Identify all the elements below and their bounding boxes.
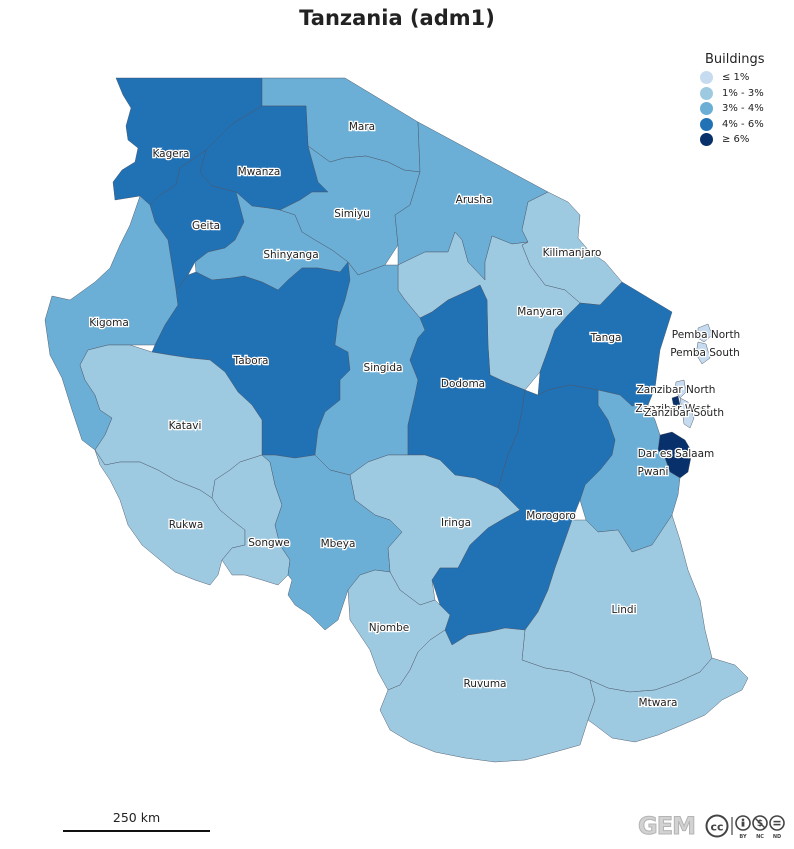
labels-layer: Kagera Mara Mwanza Geita Simiyu Arusha Kiliman… [88, 120, 742, 711]
svg-text:ND: ND [773, 834, 781, 839]
svg-text:BY: BY [739, 834, 747, 839]
region-label-rukwa: Rukwa [169, 519, 204, 531]
svg-text:cc: cc [710, 821, 723, 834]
region-label-kagera: Kagera [152, 148, 189, 160]
region-zanzibar-north [674, 379, 687, 399]
region-pemba-north [697, 323, 713, 343]
region-ruvuma [379, 627, 596, 763]
region-label-mtwara: Mtwara [639, 697, 678, 709]
region-label-zanzibar-west: Zanzibar West [635, 403, 710, 415]
legend-swatch-icon [700, 133, 713, 147]
region-label-songwe: Songwe [248, 537, 289, 549]
regions-layer [44, 77, 749, 763]
region-label-dar-es-salaam: Dar es Salaam [638, 448, 715, 460]
region-label-singida: Singida [364, 362, 403, 374]
region-mtwara [587, 657, 749, 743]
legend-item: 1% - 3% [700, 86, 790, 102]
region-label-tabora: Tabora [233, 355, 269, 367]
region-label-ruvuma: Ruvuma [463, 678, 506, 690]
region-label-zanzibar-north: Zanzibar North [637, 384, 716, 396]
legend-swatch-icon [700, 71, 713, 85]
svg-text:NC: NC [756, 834, 764, 839]
region-label-pemba-north: Pemba North [672, 329, 740, 341]
legend-label: 3% - 4% [722, 103, 764, 115]
scale-bar: 250 km [63, 810, 210, 832]
region-label-manyara: Manyara [517, 306, 563, 318]
region-label-mbeya: Mbeya [321, 538, 356, 550]
legend-swatch-icon [700, 86, 713, 100]
region-label-lindi: Lindi [611, 604, 636, 616]
svg-text:$: $ [757, 819, 763, 829]
region-label-morogoro: Morogoro [526, 510, 576, 522]
legend-title: Buildings [705, 52, 765, 67]
region-label-kilimanjaro: Kilimanjaro [543, 247, 602, 259]
region-label-dodoma: Dodoma [441, 378, 485, 390]
region-label-pwani: Pwani [638, 466, 669, 478]
legend-label: 4% - 6% [722, 118, 764, 130]
legend-item: 4% - 6% [700, 117, 790, 133]
region-label-geita: Geita [192, 220, 220, 232]
region-label-arusha: Arusha [456, 194, 493, 206]
legend-item: ≥ 6% [700, 132, 790, 148]
region-label-njombe: Njombe [369, 622, 410, 634]
by-icon: BY [735, 815, 751, 839]
license-badge: cc BY $ NC ND [705, 814, 785, 839]
legend-label: ≥ 6% [722, 134, 750, 146]
legend-label: 1% - 3% [722, 87, 764, 99]
legend-label: ≤ 1% [722, 72, 750, 84]
nc-icon: $ NC [752, 815, 768, 839]
legend: Buildings ≤ 1% 1% - 3% 3% - 4% 4% - 6% ≥ 6% [700, 52, 790, 148]
region-label-simiyu: Simiyu [334, 208, 370, 220]
region-label-tanga: Tanga [590, 332, 622, 344]
region-label-mara: Mara [349, 121, 375, 133]
region-label-kigoma: Kigoma [89, 317, 129, 329]
region-pemba-south [695, 341, 711, 365]
region-label-iringa: Iringa [441, 517, 471, 529]
legend-item: ≤ 1% [700, 70, 790, 86]
cc-icon: cc [705, 814, 729, 838]
region-label-shinyanga: Shinyanga [263, 249, 318, 261]
region-label-pemba-south: Pemba South [670, 347, 740, 359]
scale-label: 250 km [112, 810, 161, 825]
region-zanzibar-south [679, 397, 695, 429]
region-label-mwanza: Mwanza [238, 166, 281, 178]
gem-logo: GEM [638, 812, 697, 841]
legend-swatch-icon [700, 117, 713, 131]
map-title: Tanzania (adm1) [299, 6, 495, 30]
scale-line [63, 830, 210, 832]
region-zanzibar-west [671, 395, 681, 409]
region-label-katavi: Katavi [169, 420, 202, 432]
legend-items: ≤ 1% 1% - 3% 3% - 4% 4% - 6% ≥ 6% [700, 70, 790, 148]
legend-swatch-icon [700, 102, 713, 116]
region-label-zanzibar-south: Zanzibar South [644, 407, 724, 419]
nd-icon: ND [769, 815, 785, 839]
legend-item: 3% - 4% [700, 101, 790, 117]
credits: GEM cc BY $ NC ND [638, 812, 787, 841]
